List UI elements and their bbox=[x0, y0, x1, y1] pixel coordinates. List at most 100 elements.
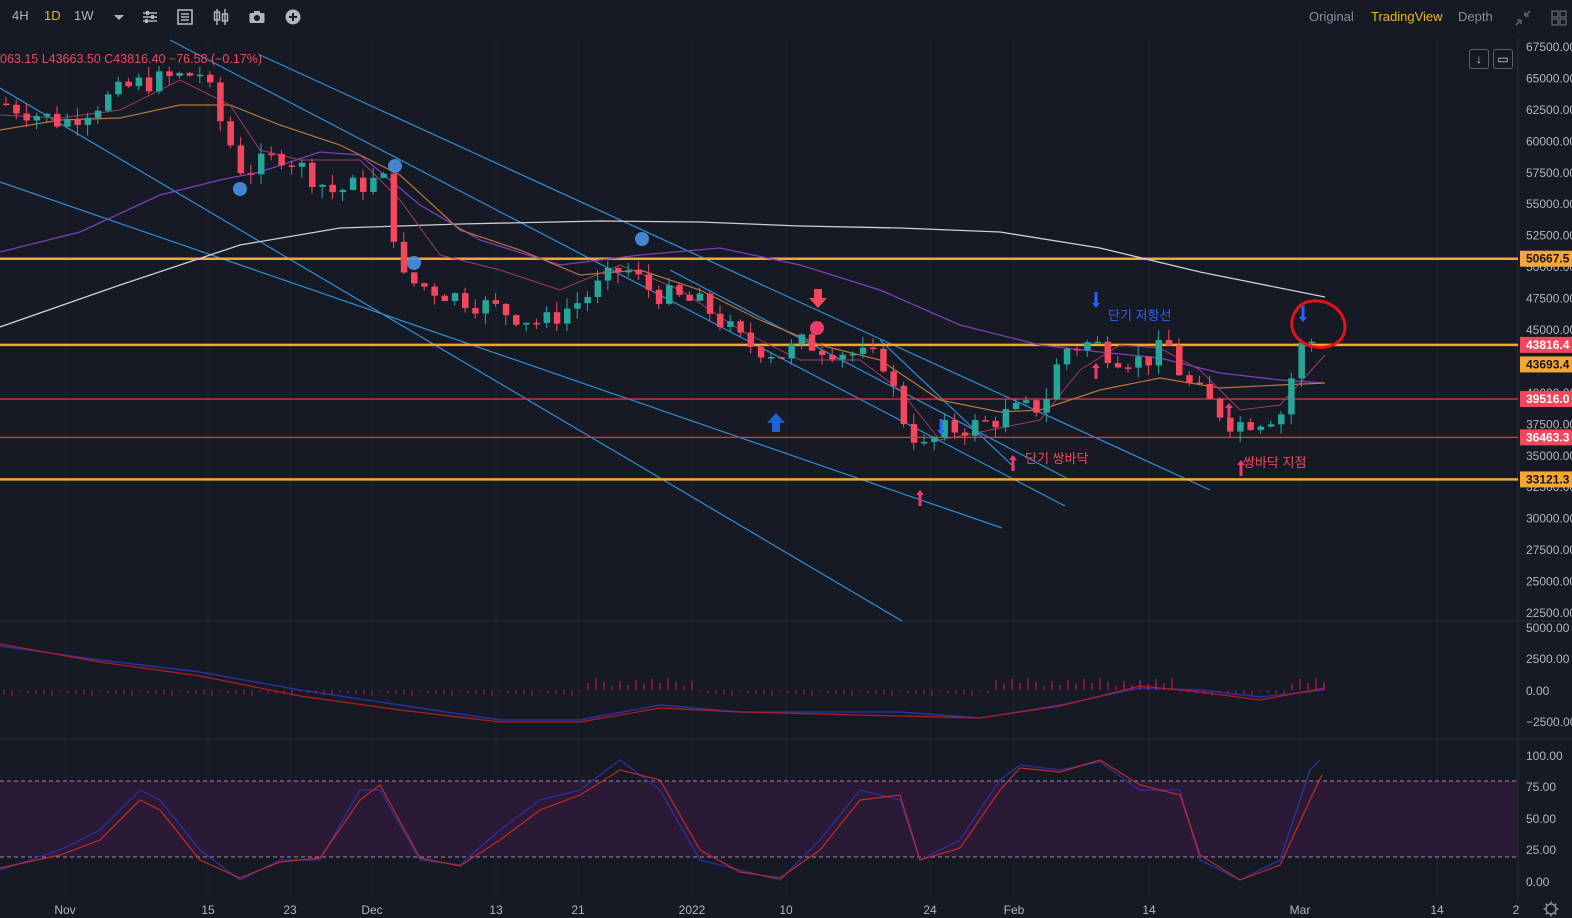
price-axis: 67500.00 65000.00 62500.00 60000.00 57500.00… bbox=[1520, 40, 1572, 620]
candle-body bbox=[237, 145, 245, 174]
view-tradingview[interactable]: TradingView bbox=[1371, 9, 1443, 24]
candle-body bbox=[992, 420, 999, 428]
collapse-icon[interactable] bbox=[1514, 9, 1532, 27]
candle-body bbox=[1063, 348, 1071, 365]
stoch-axis-label: 100.00 bbox=[1526, 749, 1563, 763]
time-axis-label: 2022 bbox=[679, 903, 706, 917]
candle-body bbox=[339, 189, 347, 193]
candle-body bbox=[839, 354, 846, 360]
interval-1w[interactable]: 1W bbox=[74, 8, 94, 23]
price-tick-label: 57500.00 bbox=[1526, 166, 1572, 180]
annotation-short-resistance: 단기 저항선 bbox=[1108, 308, 1171, 323]
price-tick-label: 37500.00 bbox=[1526, 417, 1572, 431]
blue-circle-marker bbox=[407, 256, 421, 270]
candle-body bbox=[217, 82, 224, 122]
price-level-tag-text: 36463.3 bbox=[1526, 430, 1570, 444]
view-original[interactable]: Original bbox=[1309, 9, 1354, 24]
settings-gear-icon[interactable] bbox=[1543, 901, 1559, 917]
candle-body bbox=[360, 177, 367, 192]
plus-circle-icon[interactable] bbox=[284, 8, 302, 26]
candle-type-icon[interactable] bbox=[212, 8, 230, 26]
trend-line bbox=[669, 269, 1071, 481]
candle-body bbox=[523, 322, 530, 325]
candle-body bbox=[33, 116, 41, 121]
candle-body bbox=[686, 294, 693, 301]
time-axis-label: Dec bbox=[361, 903, 382, 917]
candle-body bbox=[166, 71, 173, 76]
candle-body bbox=[176, 72, 183, 76]
candle-body bbox=[1257, 426, 1265, 430]
chevron-down-icon[interactable] bbox=[110, 9, 128, 27]
sliders-icon[interactable] bbox=[141, 8, 159, 26]
candle-body bbox=[951, 419, 959, 433]
candle-body bbox=[870, 347, 877, 350]
pink-up-arrow bbox=[1009, 455, 1017, 471]
time-axis-label: Nov bbox=[54, 903, 75, 917]
candle-body bbox=[43, 113, 51, 117]
scroll-to-latest-button[interactable]: ↓ bbox=[1469, 49, 1489, 69]
time-axis-label: 21 bbox=[571, 903, 585, 917]
layout-grid-icon[interactable] bbox=[1550, 9, 1568, 27]
candle-body bbox=[615, 267, 622, 273]
candle-body bbox=[982, 420, 989, 422]
view-depth[interactable]: Depth bbox=[1458, 9, 1493, 24]
time-axis-label: 24 bbox=[923, 903, 937, 917]
candle-body bbox=[64, 118, 71, 127]
candle-body bbox=[747, 332, 755, 347]
price-tick-label: 22500.00 bbox=[1526, 606, 1572, 620]
candle-body bbox=[421, 283, 428, 287]
candle-body bbox=[594, 280, 602, 298]
candle-body bbox=[258, 153, 265, 175]
time-axis-label: 14 bbox=[1430, 903, 1444, 917]
candle-body bbox=[1023, 400, 1030, 403]
pink-up-arrow bbox=[1237, 460, 1245, 476]
candle-body bbox=[247, 173, 255, 175]
red-highlight-circle bbox=[1290, 299, 1347, 349]
candle-body bbox=[1145, 356, 1152, 366]
price-level-tag bbox=[1520, 356, 1572, 373]
candle-body bbox=[574, 303, 581, 309]
annotation-short-double-bottom: 단기 쌍바닥 bbox=[1025, 451, 1088, 466]
price-tick-label: 45000.00 bbox=[1526, 323, 1572, 337]
candle-body bbox=[125, 81, 132, 87]
time-axis-label: 15 bbox=[201, 903, 215, 917]
price-level-tag bbox=[1520, 471, 1572, 488]
candle-body bbox=[880, 348, 887, 372]
ma-50-line bbox=[0, 151, 1326, 384]
candle-body bbox=[319, 184, 326, 187]
candle-body bbox=[1033, 400, 1040, 413]
time-axis-label: 23 bbox=[283, 903, 297, 917]
candle-body bbox=[1104, 341, 1112, 364]
candle-body bbox=[625, 270, 632, 273]
stoch-axis-label: 0.00 bbox=[1526, 875, 1550, 889]
candle-body bbox=[1094, 341, 1101, 344]
trend-line bbox=[879, 339, 1016, 469]
price-tick-label: 55000.00 bbox=[1526, 197, 1572, 211]
candle-body bbox=[1206, 383, 1214, 399]
price-tick-label: 30000.00 bbox=[1526, 512, 1572, 526]
pink-circle-marker bbox=[810, 321, 824, 335]
price-tick-label: 65000.00 bbox=[1526, 71, 1572, 85]
candle-body bbox=[921, 441, 928, 444]
stoch-band bbox=[0, 781, 1518, 857]
time-axis-label: 13 bbox=[489, 903, 503, 917]
trend-line bbox=[259, 54, 1211, 491]
price-tick-label: 47500.00 bbox=[1526, 292, 1572, 306]
blue-down-arrow bbox=[937, 419, 945, 435]
candle-body bbox=[1227, 417, 1234, 432]
interval-4h[interactable]: 4H bbox=[12, 8, 29, 23]
candle-body bbox=[196, 74, 204, 77]
price-tick-label: 25000.00 bbox=[1526, 575, 1572, 589]
candle-body bbox=[105, 94, 112, 111]
candle-body bbox=[380, 173, 387, 178]
candle-body bbox=[666, 285, 673, 304]
candle-body bbox=[604, 267, 612, 281]
camera-icon[interactable] bbox=[248, 8, 266, 26]
interval-1d[interactable]: 1D bbox=[44, 8, 61, 23]
price-tick-label: 60000.00 bbox=[1526, 134, 1572, 148]
reset-chart-button[interactable]: ▭ bbox=[1493, 49, 1513, 69]
indicators-icon[interactable] bbox=[176, 8, 194, 26]
candle-body bbox=[84, 117, 92, 125]
candle-body bbox=[1165, 340, 1173, 346]
